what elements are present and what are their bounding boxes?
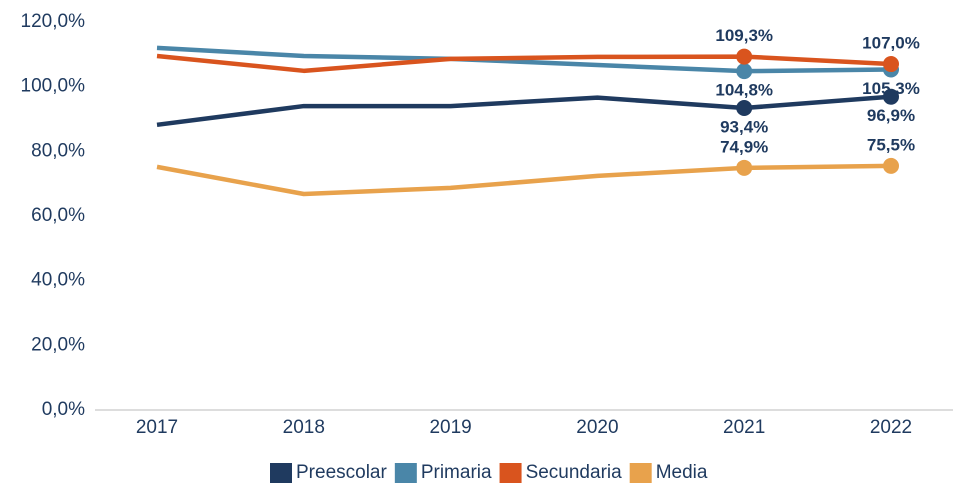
legend-label: Media — [656, 462, 708, 483]
point-marker — [736, 159, 753, 176]
point-marker — [883, 157, 899, 174]
data-label: 105,3% — [862, 79, 920, 98]
x-tick-label: 2019 — [429, 417, 471, 438]
point-marker — [736, 100, 753, 117]
y-tick-label: 0,0% — [42, 399, 85, 420]
data-label: 107,0% — [862, 34, 920, 53]
point-marker — [883, 56, 899, 73]
y-tick-label: 120,0% — [21, 11, 86, 32]
y-tick-label: 100,0% — [21, 76, 86, 97]
data-label: 75,5% — [867, 135, 915, 154]
data-label: 74,9% — [720, 137, 768, 156]
x-tick-label: 2020 — [576, 417, 618, 438]
series-line — [156, 45, 892, 74]
y-tick-label: 40,0% — [31, 270, 85, 291]
point-marker — [883, 88, 899, 105]
point-marker — [736, 48, 753, 65]
legend-swatch — [270, 463, 292, 483]
data-label: 93,4% — [720, 117, 768, 136]
y-tick-label: 20,0% — [31, 334, 85, 355]
legend-label: Primaria — [421, 462, 492, 483]
data-label: 109,3% — [715, 26, 773, 45]
data-label: 104,8% — [715, 81, 773, 100]
series-line — [156, 94, 892, 128]
x-tick-label: 2018 — [283, 417, 325, 438]
point-marker — [736, 63, 753, 80]
legend-swatch — [394, 463, 417, 483]
legend-swatch — [629, 463, 652, 483]
y-tick-label: 80,0% — [31, 140, 85, 161]
legend-swatch — [499, 463, 522, 483]
legend-label: Preescolar — [296, 462, 387, 483]
legend-label: Secundaria — [526, 462, 623, 483]
y-tick-label: 60,0% — [31, 205, 85, 226]
series-line — [156, 53, 892, 74]
series-line — [156, 163, 892, 197]
legend: Preescolar Primaria Secundaria Media — [270, 462, 708, 483]
x-tick-label: 2017 — [136, 417, 178, 438]
x-tick-label: 2021 — [723, 417, 765, 438]
data-label: 96,9% — [867, 106, 915, 125]
x-tick-label: 2022 — [870, 417, 912, 438]
